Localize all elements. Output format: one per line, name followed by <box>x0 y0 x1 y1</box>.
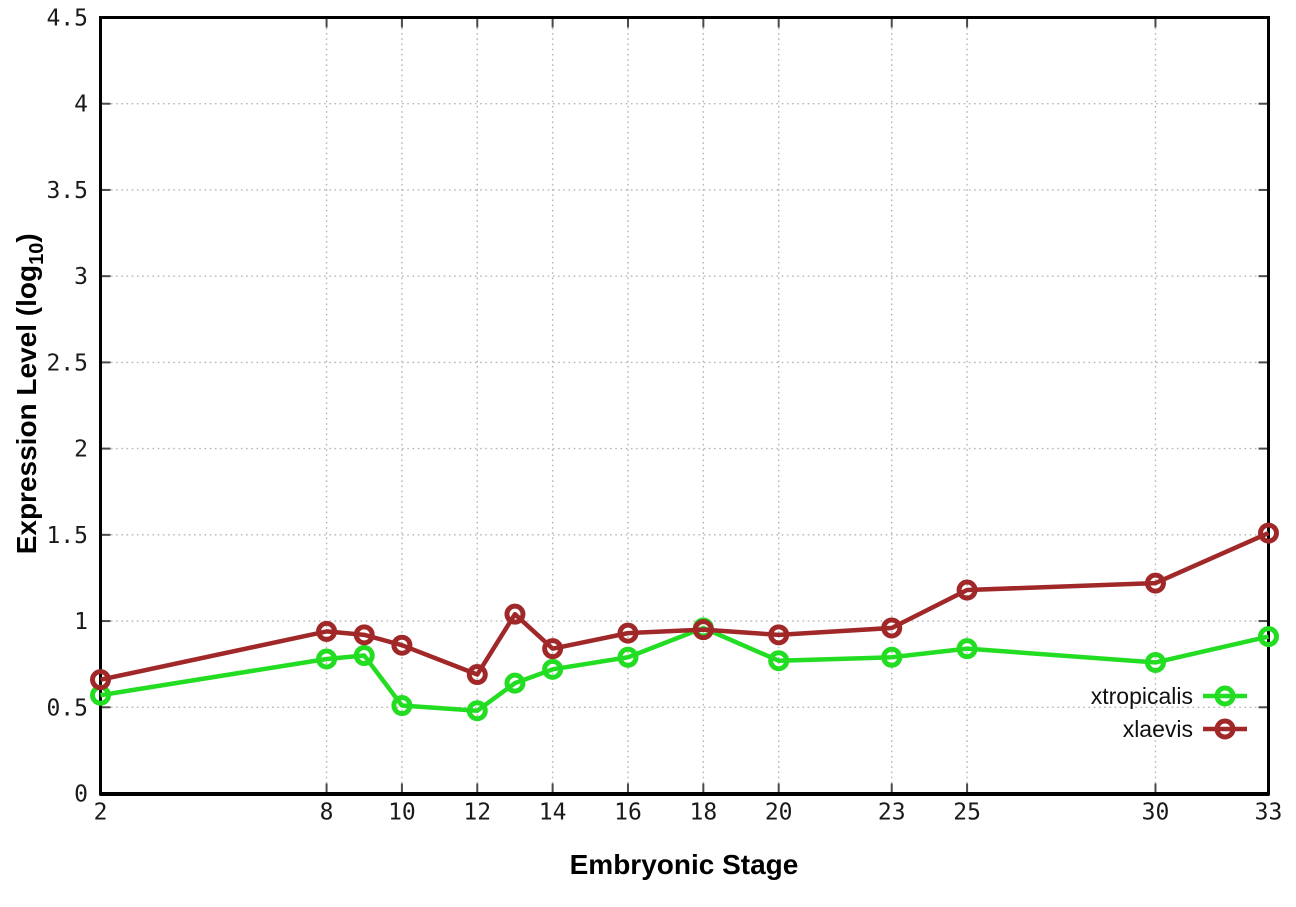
data-point-xlaevis-stage-25 <box>956 579 978 601</box>
x-tick-label: 20 <box>765 800 793 826</box>
data-point-xtropicalis-stage-10 <box>391 695 413 717</box>
y-tick-label: 0.5 <box>46 695 88 721</box>
data-point-xlaevis-stage-12 <box>466 664 488 686</box>
data-point-xlaevis-stage-18 <box>692 619 714 641</box>
y-axis-title-subscript: 10 <box>25 242 48 265</box>
y-tick-label: 3 <box>74 264 88 290</box>
x-tick-label: 23 <box>878 800 906 826</box>
data-point-xtropicalis-stage-33 <box>1258 626 1279 648</box>
data-point-xlaevis-stage-10 <box>391 634 413 656</box>
data-point-xtropicalis-stage-20 <box>768 650 790 672</box>
y-tick-label: 4 <box>74 92 88 118</box>
data-point-xtropicalis-stage-8 <box>316 648 338 670</box>
data-point-xlaevis-stage-23 <box>881 617 903 639</box>
data-point-xlaevis-stage-30 <box>1144 572 1166 594</box>
x-tick-label: 8 <box>320 800 334 826</box>
y-tick-label: 2 <box>74 437 88 463</box>
y-tick-label: 1 <box>74 609 88 635</box>
x-tick-label: 10 <box>388 800 416 826</box>
data-point-xlaevis-stage-14 <box>542 638 564 660</box>
data-point-xlaevis-stage-33 <box>1258 522 1279 544</box>
legend-item-xlaevis: xlaevis <box>1123 714 1248 744</box>
data-point-xlaevis-stage-8 <box>316 620 338 642</box>
data-point-xlaevis-stage-2 <box>90 669 111 691</box>
x-tick-label: 25 <box>953 800 981 826</box>
gridlines <box>100 17 1269 794</box>
data-point-xtropicalis-stage-16 <box>617 646 639 668</box>
x-tick-label: 30 <box>1142 800 1170 826</box>
y-axis-title-text: Expression Level (log <box>11 264 43 555</box>
plot-border <box>99 16 1270 795</box>
data-point-xtropicalis-stage-9 <box>353 645 375 667</box>
legend-marker-xlaevis-icon <box>1203 718 1247 740</box>
legend-item-xtropicalis: xtropicalis <box>1091 681 1248 711</box>
data-point-xlaevis-stage-20 <box>768 624 790 646</box>
x-tick-label: 33 <box>1255 800 1283 826</box>
legend: xtropicalis xlaevis <box>1091 681 1248 744</box>
axis-ticks <box>99 16 1270 795</box>
data-point-xlaevis-stage-9 <box>353 624 375 646</box>
x-tick-label: 12 <box>463 800 491 826</box>
data-point-xlaevis-stage-13 <box>504 603 526 625</box>
x-tick-labels: 2 8 10 12 14 16 18 20 23 25 30 33 <box>94 800 1283 826</box>
data-point-xtropicalis-stage-30 <box>1144 651 1166 673</box>
data-point-xtropicalis-stage-14 <box>542 658 564 680</box>
x-axis-title: Embryonic Stage <box>569 849 799 880</box>
y-tick-label: 1.5 <box>46 523 88 549</box>
y-tick-label: 2.5 <box>46 350 88 376</box>
y-axis-title-close: ) <box>11 233 43 243</box>
x-tick-label: 14 <box>539 800 567 826</box>
x-tick-label: 18 <box>689 800 717 826</box>
y-tick-label: 3.5 <box>46 178 88 204</box>
series-xtropicalis <box>90 617 1279 722</box>
y-tick-labels: 0 0.5 1 1.5 2 2.5 3 3.5 4 4.5 <box>46 6 88 808</box>
data-point-xtropicalis-stage-12 <box>466 700 488 722</box>
data-point-xtropicalis-stage-23 <box>881 646 903 668</box>
legend-label-xtropicalis: xtropicalis <box>1090 683 1193 709</box>
x-tick-label: 16 <box>614 800 642 826</box>
data-point-xlaevis-stage-16 <box>617 622 639 644</box>
data-point-xtropicalis-stage-25 <box>956 638 978 660</box>
legend-label-xlaevis: xlaevis <box>1122 716 1193 742</box>
data-point-xtropicalis-stage-13 <box>504 672 526 694</box>
legend-marker-xtropicalis-icon <box>1203 685 1247 707</box>
y-tick-label: 0 <box>74 782 88 808</box>
y-tick-label: 4.5 <box>46 6 88 32</box>
x-tick-label: 2 <box>94 800 108 826</box>
y-axis-title: Expression Level (log10) <box>11 204 49 584</box>
series-xlaevis <box>90 522 1279 691</box>
